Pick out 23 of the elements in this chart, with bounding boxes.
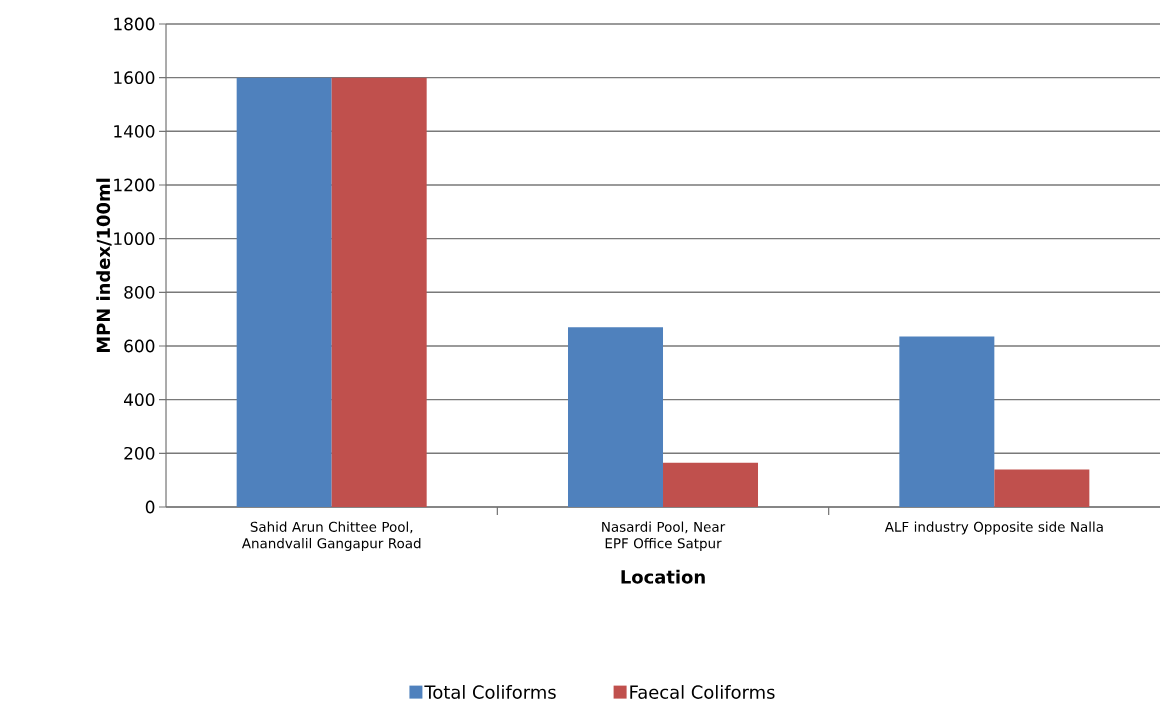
legend-label: Faecal Coliforms	[630, 685, 775, 699]
x-tick-label: ALF industry Opposite side Nalla	[884, 521, 1103, 535]
y-axis-title: MPN index/100ml	[96, 178, 112, 353]
y-tick-label: 1600	[114, 71, 155, 85]
y-tick-label: 0	[145, 500, 155, 514]
y-tick-label: 400	[123, 393, 155, 407]
bar	[663, 462, 759, 507]
bar	[899, 336, 995, 507]
x-axis-title: Location	[621, 569, 705, 584]
bar	[236, 77, 332, 507]
y-tick-label: 200	[124, 446, 155, 460]
y-tick-label: 800	[124, 285, 155, 299]
legend-label: Total Coliforms	[424, 685, 556, 699]
bar	[331, 77, 427, 507]
x-tick-label: Sahid Arun Chittee Pool, Anandvalil Gangapur Road	[241, 521, 421, 551]
bar	[568, 327, 664, 507]
x-tick-label: Nasardi Pool, Near EPF Office Satpur	[602, 521, 726, 551]
y-tick-label: 1800	[114, 17, 155, 31]
bar	[994, 469, 1090, 507]
y-tick-label: 1000	[114, 232, 155, 246]
y-tick-label: 1200	[114, 178, 155, 192]
y-tick-label: 1400	[114, 124, 155, 138]
y-tick-label: 600	[124, 339, 155, 353]
